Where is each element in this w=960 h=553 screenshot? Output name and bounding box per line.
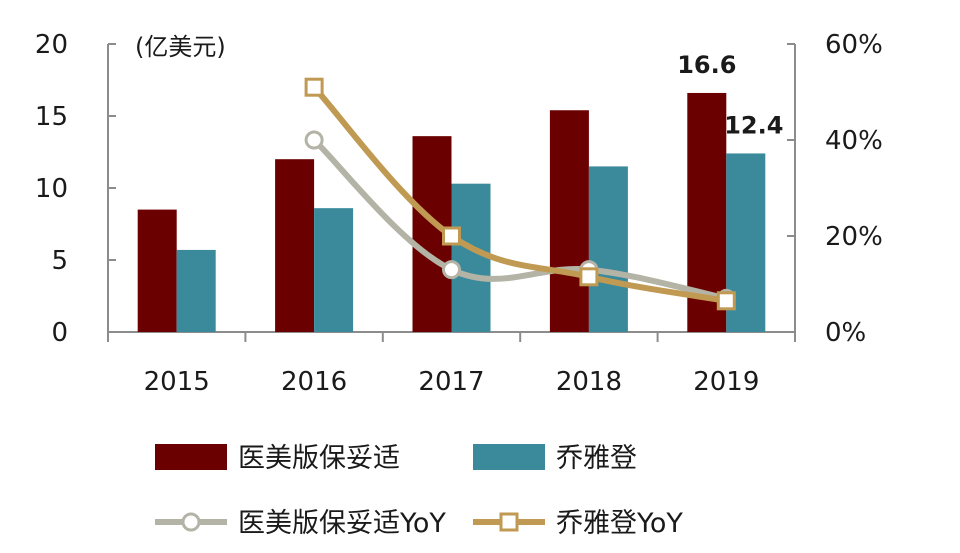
legend-label-botox-yoy: 医美版保妥适YoY [238, 508, 446, 539]
x-tick-label: 2016 [281, 367, 347, 397]
legend-label-juvederm-yoy: 乔雅登YoY [556, 508, 683, 539]
x-tick-label: 2019 [693, 367, 759, 397]
axes: 0 5 10 15 20 0% 20% 40% 60% 2015 2016 2017 2018 2019 [35, 30, 883, 397]
bar-juvederm [451, 183, 491, 332]
right-tick-label: 0% [825, 318, 866, 348]
legend-marker-botox-yoy [181, 512, 201, 532]
juvederm-yoy-line [311, 84, 730, 304]
legend-label-botox: 医美版保妥适 [238, 443, 400, 474]
data-label: 16.6 [677, 51, 736, 79]
botox-yoy-point [442, 260, 461, 280]
yoy-lines [304, 77, 736, 311]
right-tick-label: 40% [825, 126, 883, 156]
bar-juvederm [588, 166, 628, 332]
left-tick-label: 5 [51, 246, 68, 276]
legend-swatch-botox [155, 444, 227, 470]
right-tick-label: 20% [825, 222, 883, 252]
left-tick-label: 20 [35, 30, 68, 60]
juvederm-yoy-point [442, 226, 461, 246]
juvederm-yoy-point [304, 77, 324, 97]
botox-yoy-line [311, 137, 730, 302]
bars [137, 92, 766, 333]
x-tick-label: 2015 [144, 367, 210, 397]
bar-botox [275, 159, 315, 332]
legend-label-juvederm: 乔雅登 [556, 443, 637, 474]
botox-yoy-point [304, 130, 324, 150]
data-label: 12.4 [724, 111, 783, 139]
left-tick-label: 0 [51, 318, 68, 348]
legend-marker-juvederm-yoy [499, 512, 519, 532]
bar-juvederm [176, 249, 216, 332]
left-tick-label: 15 [35, 102, 68, 132]
unit-label: (亿美元) [135, 33, 226, 61]
data-labels: 16.6 12.4 [677, 51, 783, 139]
juvederm-yoy-point [716, 291, 736, 311]
bar-juvederm [314, 208, 354, 332]
right-tick-label: 60% [825, 30, 883, 60]
juvederm-yoy-point [579, 267, 599, 287]
bar-botox [549, 110, 589, 333]
legend-swatch-juvederm [473, 444, 545, 470]
x-tick-label: 2017 [418, 367, 484, 397]
left-tick-label: 10 [35, 174, 68, 204]
x-tick-label: 2018 [556, 367, 622, 397]
bar-botox [137, 209, 177, 332]
